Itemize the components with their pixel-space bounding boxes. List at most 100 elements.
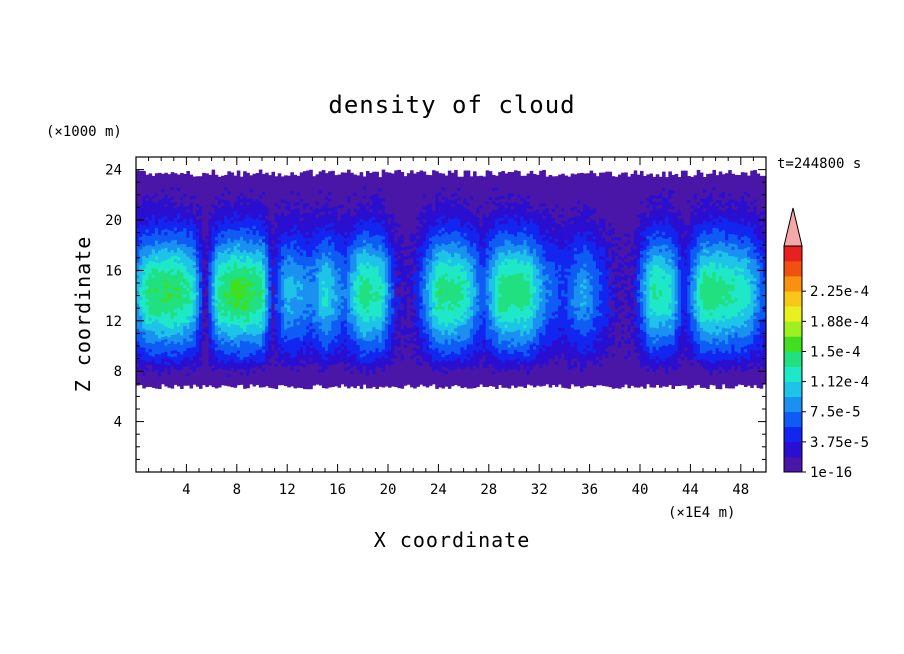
heatmap-cell — [287, 314, 291, 319]
heatmap-cell — [161, 371, 165, 375]
heatmap-cell — [186, 300, 190, 304]
heatmap-cell — [296, 242, 301, 247]
heatmap-cell — [315, 305, 320, 309]
heatmap-cell — [350, 291, 354, 296]
heatmap-cell — [239, 283, 244, 288]
heatmap-cell — [173, 252, 178, 256]
heatmap-cell — [227, 294, 231, 299]
heatmap-cell — [280, 243, 285, 247]
heatmap-cell — [154, 278, 159, 282]
heatmap-cell — [284, 237, 288, 242]
heatmap-cell — [328, 239, 332, 243]
heatmap-cell — [277, 246, 282, 250]
heatmap-cell — [189, 362, 194, 367]
heatmap-cell — [293, 293, 298, 298]
heatmap-cell — [205, 351, 209, 356]
heatmap-cell — [337, 292, 342, 297]
heatmap-cell — [258, 302, 263, 306]
heatmap-cell — [262, 216, 266, 221]
heatmap-cell — [195, 225, 200, 230]
heatmap-cell — [208, 363, 212, 367]
heatmap-cell — [186, 227, 190, 232]
heatmap-cell — [214, 239, 219, 244]
heatmap-cell — [337, 296, 342, 300]
heatmap-cell — [365, 353, 370, 357]
heatmap-cell — [246, 375, 250, 379]
heatmap-cell — [359, 237, 364, 241]
heatmap-cell — [211, 229, 216, 233]
heatmap-cell — [315, 302, 320, 306]
heatmap-cell — [246, 365, 250, 370]
heatmap-cell — [268, 270, 272, 275]
heatmap-cell — [328, 377, 332, 382]
heatmap-cell — [356, 237, 361, 242]
heatmap-cell — [173, 192, 178, 196]
heatmap-cell — [151, 286, 156, 291]
heatmap-cell — [331, 351, 335, 356]
heatmap-cell — [343, 234, 348, 239]
heatmap-cell — [287, 336, 291, 341]
heatmap-cell — [312, 300, 316, 304]
heatmap-cell — [154, 309, 159, 314]
heatmap-cell — [154, 366, 159, 370]
heatmap-cell — [214, 347, 219, 351]
heatmap-cell — [239, 201, 244, 206]
heatmap-cell — [299, 324, 304, 329]
heatmap-cell — [170, 353, 175, 358]
heatmap-cell — [161, 327, 165, 331]
heatmap-cell — [164, 219, 168, 223]
heatmap-cell — [287, 270, 291, 275]
heatmap-cell — [359, 319, 364, 323]
heatmap-cell — [224, 215, 228, 219]
heatmap-cell — [321, 327, 326, 332]
heatmap-cell — [334, 241, 338, 245]
heatmap-cell — [312, 259, 316, 263]
heatmap-cell — [312, 341, 316, 345]
heatmap-cell — [154, 240, 159, 244]
heatmap-cell — [258, 239, 263, 243]
heatmap-cell — [195, 310, 200, 315]
heatmap-cell — [309, 193, 313, 198]
heatmap-cell — [208, 278, 212, 282]
heatmap-cell — [302, 300, 307, 305]
heatmap-cell — [167, 346, 172, 350]
heatmap-cell — [350, 342, 354, 346]
heatmap-cell — [280, 198, 285, 203]
heatmap-cell — [362, 346, 367, 350]
heatmap-cell — [252, 285, 257, 289]
heatmap-cell — [195, 216, 200, 220]
heatmap-cell — [321, 305, 326, 310]
heatmap-cell — [246, 202, 250, 206]
heatmap-cell — [246, 343, 250, 348]
heatmap-cell — [142, 208, 146, 213]
heatmap-cell — [318, 249, 323, 254]
heatmap-cell — [359, 259, 364, 263]
heatmap-cell — [271, 208, 275, 212]
heatmap-cell — [145, 216, 149, 221]
heatmap-cell — [208, 293, 212, 298]
heatmap-cell — [302, 269, 307, 273]
heatmap-cell — [328, 346, 332, 350]
heatmap-cell — [239, 381, 244, 385]
heatmap-cell — [214, 350, 219, 354]
heatmap-cell — [296, 195, 301, 199]
heatmap-cell — [224, 199, 228, 204]
heatmap-cell — [340, 361, 345, 366]
heatmap-cell — [265, 310, 269, 314]
heatmap-cell — [205, 336, 209, 340]
heatmap-cell — [170, 174, 175, 178]
heatmap-cell — [246, 346, 250, 351]
heatmap-cell — [170, 249, 175, 254]
heatmap-cell — [331, 380, 335, 384]
heatmap-cell — [208, 259, 212, 263]
heatmap-cell — [145, 229, 149, 233]
heatmap-cell — [154, 233, 159, 238]
heatmap-cell — [214, 318, 219, 323]
heatmap-cell — [211, 213, 216, 218]
heatmap-cell — [302, 199, 307, 204]
heatmap-cell — [151, 318, 156, 322]
heatmap-cell — [309, 256, 313, 261]
heatmap-cell — [246, 296, 250, 301]
heatmap-cell — [180, 382, 184, 386]
heatmap-cell — [353, 381, 357, 386]
